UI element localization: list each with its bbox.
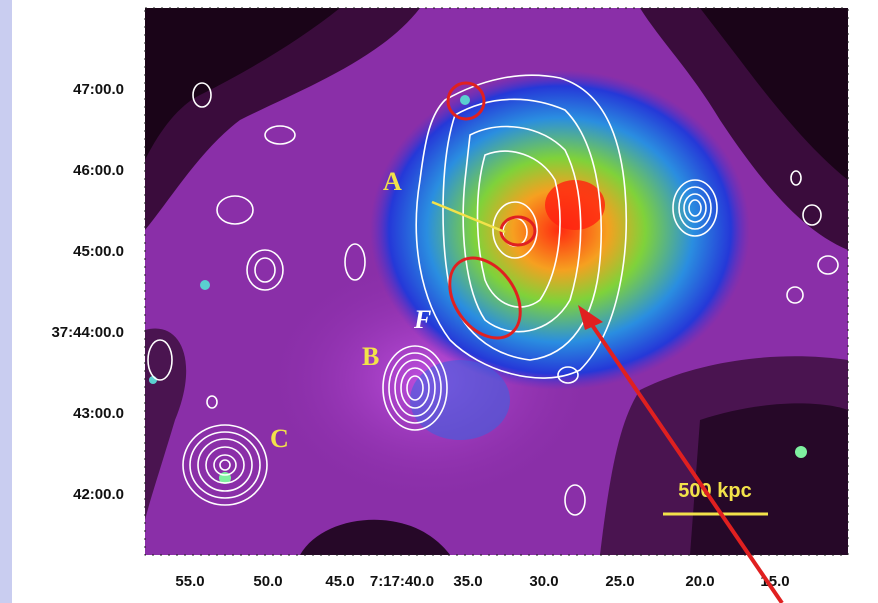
y-tick-label: 37:44:00.0 [51, 324, 124, 341]
x-tick-label: 20.0 [685, 573, 714, 590]
y-tick-label: 42:00.0 [73, 486, 124, 503]
x-tick-label: 55.0 [175, 573, 204, 590]
label-b: B [362, 342, 379, 371]
y-tick-label: 46:00.0 [73, 162, 124, 179]
x-tick-label: 30.0 [529, 573, 558, 590]
label-a: A [383, 167, 402, 196]
x-tick-label: 25.0 [605, 573, 634, 590]
sky-image: A B C F 500 kpc [145, 8, 848, 555]
y-axis: 47:00.0 46:00.0 45:00.0 37:44:00.0 43:00.0 42… [51, 81, 124, 503]
side-strip [0, 0, 12, 603]
label-f: F [413, 305, 431, 334]
label-c: C [270, 424, 289, 453]
x-tick-label: 50.0 [253, 573, 282, 590]
x-tick-label: 45.0 [325, 573, 354, 590]
figure: A B C F 500 kpc 47:00.0 46:00.0 45:00.0 37:… [0, 0, 878, 603]
scale-bar-label: 500 kpc [678, 480, 751, 502]
y-tick-label: 45:00.0 [73, 243, 124, 260]
y-tick-label: 47:00.0 [73, 81, 124, 98]
x-tick-label: 35.0 [453, 573, 482, 590]
x-tick-label: 7:17:40.0 [370, 573, 434, 590]
y-tick-label: 43:00.0 [73, 405, 124, 422]
